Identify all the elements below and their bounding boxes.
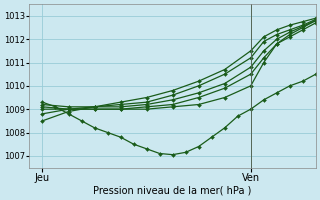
X-axis label: Pression niveau de la mer( hPa ): Pression niveau de la mer( hPa ) [93,186,252,196]
